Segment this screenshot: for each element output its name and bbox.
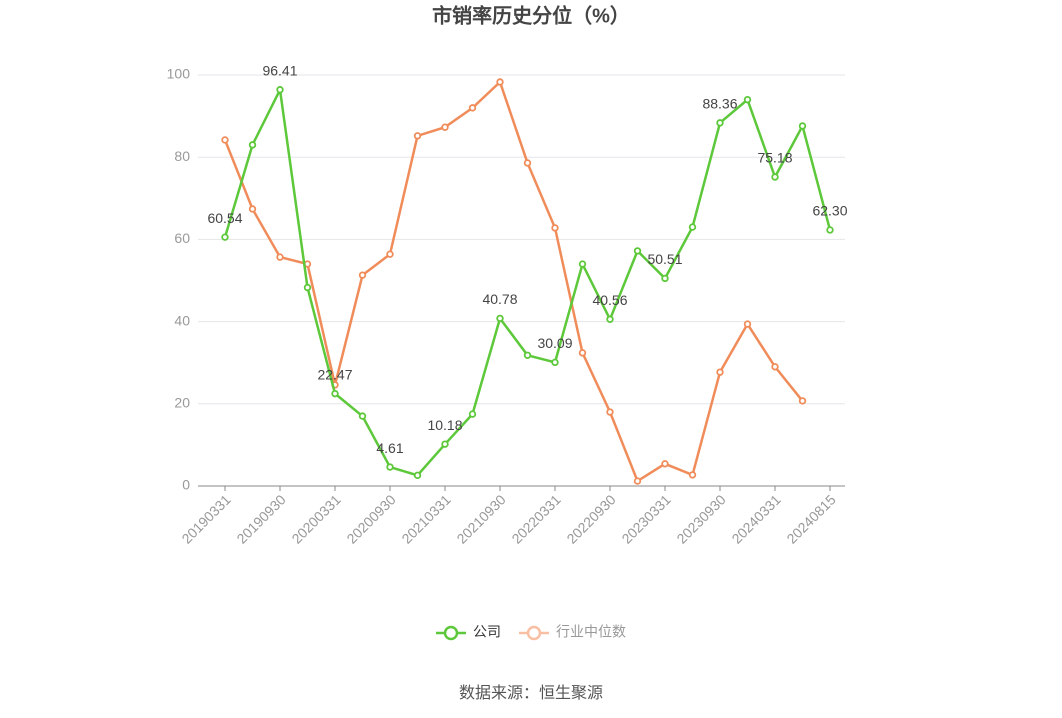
y-tick-label: 80: [174, 148, 190, 164]
point: [716, 368, 724, 376]
x-tick-label: 20230930: [673, 491, 729, 547]
point: [661, 460, 669, 468]
x-tick-label: 20200930: [343, 491, 399, 547]
x-tick-label: 20220930: [563, 491, 619, 547]
point: [826, 226, 834, 234]
point: [496, 314, 504, 323]
point: [496, 78, 504, 86]
point: [716, 119, 724, 127]
point: [661, 274, 669, 283]
x-tick-label: 20200331: [288, 491, 344, 547]
point: [771, 173, 779, 181]
data-label: 88.36: [702, 96, 737, 112]
series-line: [223, 85, 832, 477]
point: [551, 224, 559, 232]
x-tick-label: 20230331: [618, 491, 674, 547]
point: [468, 104, 477, 112]
point: [633, 247, 642, 255]
point: [358, 412, 367, 420]
data-label: 60.54: [207, 210, 242, 226]
data-label: 75.18: [757, 150, 792, 166]
data-label: 50.51: [647, 251, 682, 267]
point: [358, 271, 367, 279]
legend-label: 公司: [473, 624, 501, 640]
data-label: 30.09: [537, 335, 572, 351]
y-tick-label: 20: [174, 395, 190, 411]
point: [276, 253, 284, 261]
series-line: [223, 79, 804, 483]
point: [798, 397, 807, 405]
point: [331, 389, 339, 398]
point: [551, 358, 559, 367]
point: [523, 159, 532, 167]
chart-title: 市销率历史分位（%）: [432, 3, 630, 27]
x-tick-label: 20210331: [398, 491, 454, 547]
point: [743, 320, 752, 328]
data-label: 40.78: [482, 291, 517, 307]
point: [743, 95, 752, 104]
point: [221, 136, 229, 144]
data-label: 40.56: [592, 292, 627, 308]
y-tick-label: 40: [174, 312, 190, 328]
point: [276, 86, 284, 94]
source-note: 数据来源：恒生聚源: [459, 684, 603, 702]
point: [413, 132, 422, 140]
x-tick-label: 20210930: [453, 491, 509, 547]
point: [633, 477, 642, 485]
point: [441, 123, 449, 131]
point: [578, 260, 587, 268]
point: [468, 410, 477, 418]
x-tick-label: 20190930: [233, 491, 289, 547]
point: [221, 233, 229, 241]
point: [578, 349, 587, 357]
x-tick-label: 20190331: [178, 491, 234, 547]
y-tick-label: 100: [167, 66, 191, 82]
x-tick-label: 20240331: [728, 491, 784, 547]
point: [441, 440, 449, 448]
legend-marker: [526, 625, 542, 641]
point: [413, 471, 422, 480]
point: [688, 223, 697, 231]
point: [688, 471, 697, 479]
data-label: 22.47: [317, 366, 352, 382]
point: [248, 141, 257, 149]
legend-label: 行业中位数: [556, 624, 626, 640]
point: [606, 315, 614, 323]
data-label: 96.41: [262, 62, 297, 78]
point: [798, 122, 807, 130]
point: [303, 283, 312, 292]
data-label: 10.18: [427, 417, 462, 433]
point: [386, 250, 394, 258]
point: [606, 408, 614, 416]
x-tick-label: 20220331: [508, 491, 564, 547]
point: [523, 351, 532, 360]
data-label: 4.61: [376, 440, 403, 456]
point: [386, 463, 394, 471]
data-label: 62.30: [812, 203, 847, 219]
legend-marker: [443, 625, 459, 641]
x-tick-label: 20240815: [783, 491, 839, 547]
point: [248, 205, 257, 213]
y-tick-label: 60: [174, 230, 190, 246]
point: [771, 363, 779, 371]
y-tick-label: 0: [182, 477, 190, 493]
